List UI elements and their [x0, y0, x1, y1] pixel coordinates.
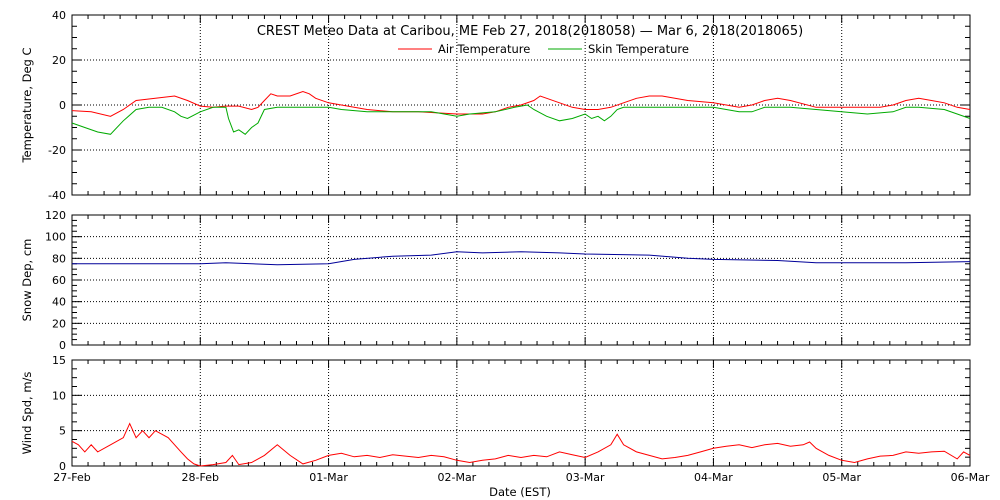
y-tick-label: 0	[59, 99, 66, 112]
y-tick-label: 20	[52, 317, 66, 330]
x-tick-label: 28-Feb	[182, 471, 219, 484]
x-tick-label: 01-Mar	[309, 471, 348, 484]
chart-panels: -40 -20 0 20 40 Temperature, Deg C 0 20 40 60 80 10…	[20, 9, 990, 484]
x-tick-label: 05-Mar	[822, 471, 861, 484]
y-tick-label: 60	[52, 274, 66, 287]
plot-frame	[71, 214, 971, 346]
legend: Air Temperature Skin Temperature	[398, 42, 689, 56]
series-line-1-0	[72, 251, 971, 266]
y-tick-label: 80	[52, 252, 66, 265]
x-tick-label: 06-Mar	[951, 471, 990, 484]
x-tick-label: 27-Feb	[53, 471, 90, 484]
panel-1: 0 20 40 60 80 100 120 Snow Dep, cm	[20, 209, 971, 352]
x-tick-label: 03-Mar	[566, 471, 605, 484]
x-tick-label: 04-Mar	[694, 471, 733, 484]
y-tick-label: 120	[45, 209, 66, 222]
plot-frame	[71, 359, 971, 467]
y-axis-title: Snow Dep, cm	[20, 239, 34, 322]
y-tick-label: 0	[59, 460, 66, 473]
y-tick-label: 10	[52, 389, 66, 402]
y-axis-title: Temperature, Deg C	[20, 47, 34, 163]
x-axis-title: Date (EST)	[489, 485, 551, 499]
panel-2: 0 5 10 15 Wind Spd, m/s	[20, 354, 971, 473]
y-tick-label: -20	[48, 144, 66, 157]
y-tick-label: 40	[52, 9, 66, 22]
panel-0: -40 -20 0 20 40 Temperature, Deg C	[20, 9, 971, 202]
chart-title: CREST Meteo Data at Caribou, ME Feb 27, …	[257, 24, 803, 39]
y-tick-label: 20	[52, 54, 66, 67]
series-line-0-1	[71, 104, 971, 135]
y-tick-label: 15	[52, 354, 66, 367]
legend-label: Air Temperature	[438, 42, 530, 56]
y-tick-label: 40	[52, 296, 66, 309]
x-tick-label: 02-Mar	[437, 471, 476, 484]
series-line-0-0	[71, 90, 971, 117]
y-tick-label: 0	[59, 339, 66, 352]
y-tick-label: -40	[48, 189, 66, 202]
y-tick-label: 5	[59, 425, 66, 438]
series-line-2-0	[71, 422, 971, 467]
y-tick-label: 100	[45, 231, 66, 244]
legend-label: Skin Temperature	[588, 42, 689, 56]
y-axis-title: Wind Spd, m/s	[20, 372, 34, 455]
